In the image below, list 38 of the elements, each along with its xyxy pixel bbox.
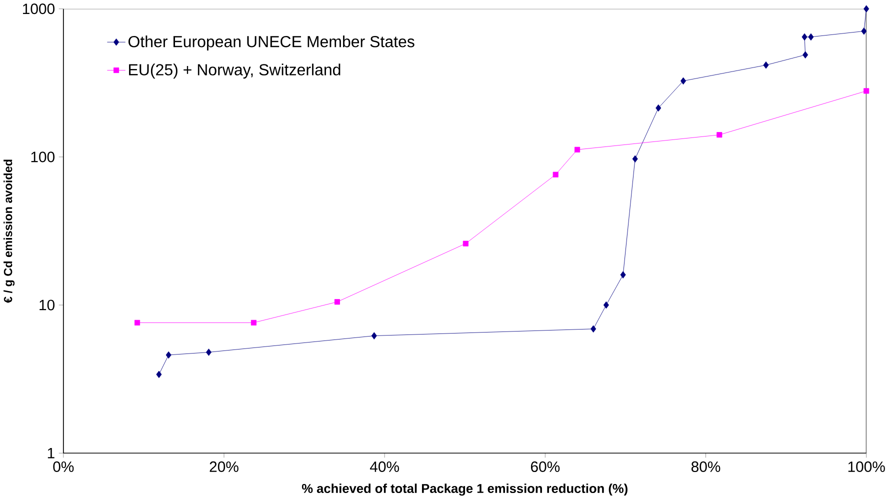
point	[656, 104, 662, 112]
point	[680, 77, 686, 84]
point	[808, 33, 814, 40]
point	[156, 370, 162, 378]
y-tick-label: 1	[48, 448, 54, 458]
x-tick-label: 60%	[530, 461, 560, 472]
point	[620, 271, 626, 278]
legend-label: Other European UNECE Member States	[128, 35, 414, 50]
point	[552, 172, 558, 178]
x-tick-label: 40%	[370, 461, 399, 472]
point	[603, 301, 609, 309]
point	[864, 88, 870, 94]
legend-label: EU(25) + Norway, Switzerland	[129, 64, 340, 78]
x-tick-label: 80%	[691, 461, 720, 472]
x-tick-label: 100%	[848, 461, 885, 472]
point	[250, 320, 256, 326]
y-tick-label: 100	[31, 152, 55, 162]
point	[166, 351, 172, 359]
point	[462, 240, 468, 246]
point	[371, 332, 377, 340]
point	[802, 51, 808, 58]
point	[802, 33, 808, 40]
x-tick-label: 20%	[210, 461, 238, 472]
point	[861, 27, 867, 35]
point	[206, 348, 212, 356]
point	[574, 146, 580, 152]
point	[716, 132, 722, 138]
y-axis-title: € / g Cd emission avoided	[4, 160, 15, 303]
point	[763, 61, 769, 69]
x-axis-title: % achieved of total Package 1 emission reduction (%)	[302, 484, 628, 496]
point	[334, 299, 340, 305]
point	[632, 155, 638, 162]
point	[590, 325, 596, 332]
point	[864, 5, 870, 12]
x-tick-label: 0%	[53, 461, 74, 472]
y-tick-label: 1000	[23, 3, 55, 14]
point	[134, 320, 140, 326]
y-tick-label: 10	[40, 300, 55, 310]
